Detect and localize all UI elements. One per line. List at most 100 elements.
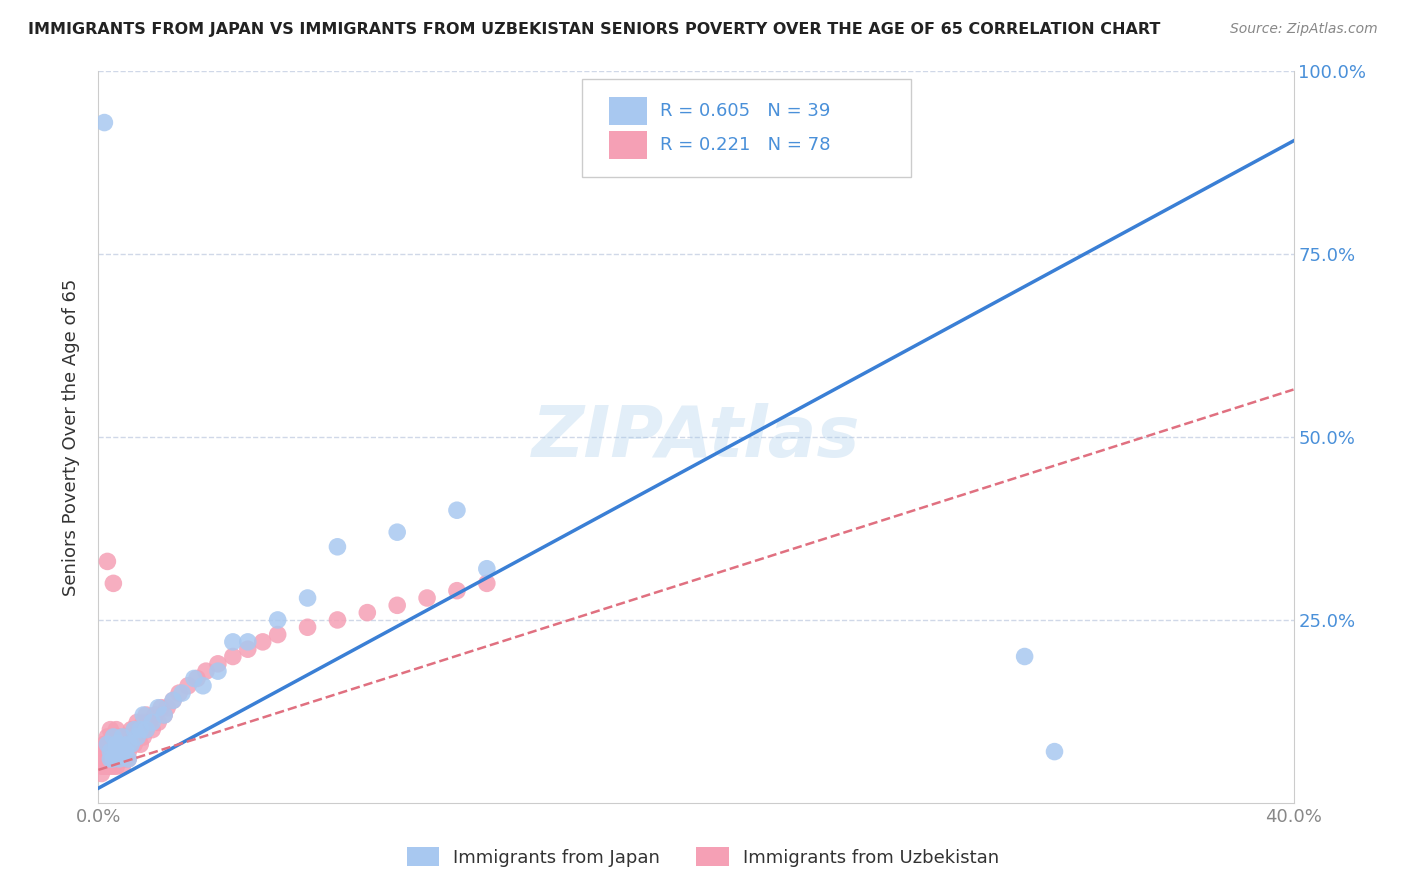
Text: R = 0.221   N = 78: R = 0.221 N = 78 <box>661 136 831 154</box>
Point <box>127 730 149 744</box>
Point <box>98 752 122 766</box>
FancyBboxPatch shape <box>582 78 911 178</box>
Bar <box>609 131 647 159</box>
Bar <box>609 97 647 125</box>
Point <box>111 745 134 759</box>
Point <box>141 715 163 730</box>
Point <box>446 503 468 517</box>
Point <box>108 745 131 759</box>
Point <box>120 737 142 751</box>
Point <box>105 759 128 773</box>
Point <box>93 115 115 129</box>
Point <box>90 759 112 773</box>
Point <box>135 723 157 737</box>
Point <box>222 635 245 649</box>
Point <box>96 730 118 744</box>
Point <box>117 737 139 751</box>
Point <box>98 737 122 751</box>
Point <box>96 554 118 568</box>
Point <box>416 591 439 605</box>
Point <box>129 723 152 737</box>
Point <box>120 723 142 737</box>
Point <box>156 700 179 714</box>
Point <box>135 708 157 723</box>
Point <box>132 730 155 744</box>
Point <box>108 752 131 766</box>
Point <box>143 708 166 723</box>
Point <box>93 752 115 766</box>
Point <box>129 737 152 751</box>
Point <box>111 745 134 759</box>
Point <box>124 737 146 751</box>
Point <box>96 759 118 773</box>
Point <box>252 635 274 649</box>
Point <box>108 737 131 751</box>
Point <box>103 730 125 744</box>
Point <box>236 635 259 649</box>
Point <box>117 752 139 766</box>
Point <box>385 525 409 540</box>
Point <box>117 745 139 759</box>
Point <box>111 752 134 766</box>
Point <box>90 766 112 780</box>
Point <box>117 752 139 766</box>
Point <box>98 745 122 759</box>
Point <box>108 737 131 751</box>
Point <box>385 599 409 613</box>
Point <box>114 745 136 759</box>
Point <box>105 737 128 751</box>
Point <box>207 657 229 671</box>
Point <box>127 715 149 730</box>
Point <box>167 686 190 700</box>
Point <box>114 745 136 759</box>
Point <box>236 642 259 657</box>
Point <box>90 745 112 759</box>
Point <box>177 679 200 693</box>
Point <box>93 737 115 751</box>
Point <box>183 672 205 686</box>
Point <box>96 737 118 751</box>
Point <box>267 613 290 627</box>
Point <box>446 583 468 598</box>
Point <box>105 752 128 766</box>
Point <box>117 730 139 744</box>
Y-axis label: Seniors Poverty Over the Age of 65: Seniors Poverty Over the Age of 65 <box>62 278 80 596</box>
Text: Source: ZipAtlas.com: Source: ZipAtlas.com <box>1230 22 1378 37</box>
Point <box>98 723 122 737</box>
Point <box>105 723 128 737</box>
Point <box>108 752 131 766</box>
Point <box>475 576 498 591</box>
Point <box>96 745 118 759</box>
Point <box>267 627 290 641</box>
Point <box>114 730 136 744</box>
Point <box>96 737 118 751</box>
Point <box>129 723 152 737</box>
Point <box>124 723 146 737</box>
Point <box>195 664 218 678</box>
Point <box>297 591 319 605</box>
Point <box>222 649 245 664</box>
Point <box>111 730 134 744</box>
Point <box>148 700 170 714</box>
Point <box>98 759 122 773</box>
Point <box>326 540 349 554</box>
Point <box>114 752 136 766</box>
Point <box>124 723 146 737</box>
Point <box>105 745 128 759</box>
Point <box>297 620 319 634</box>
Point <box>103 745 125 759</box>
Text: IMMIGRANTS FROM JAPAN VS IMMIGRANTS FROM UZBEKISTAN SENIORS POVERTY OVER THE AGE: IMMIGRANTS FROM JAPAN VS IMMIGRANTS FROM… <box>28 22 1160 37</box>
Point <box>475 562 498 576</box>
Point <box>120 737 142 751</box>
Point <box>132 715 155 730</box>
Point <box>132 708 155 723</box>
Point <box>138 715 160 730</box>
Point <box>150 700 173 714</box>
Point <box>153 708 176 723</box>
Legend: Immigrants from Japan, Immigrants from Uzbekistan: Immigrants from Japan, Immigrants from U… <box>399 840 1007 874</box>
Point <box>1043 745 1066 759</box>
Point <box>326 613 349 627</box>
Point <box>103 737 125 751</box>
Point <box>135 723 157 737</box>
Point <box>105 737 128 751</box>
